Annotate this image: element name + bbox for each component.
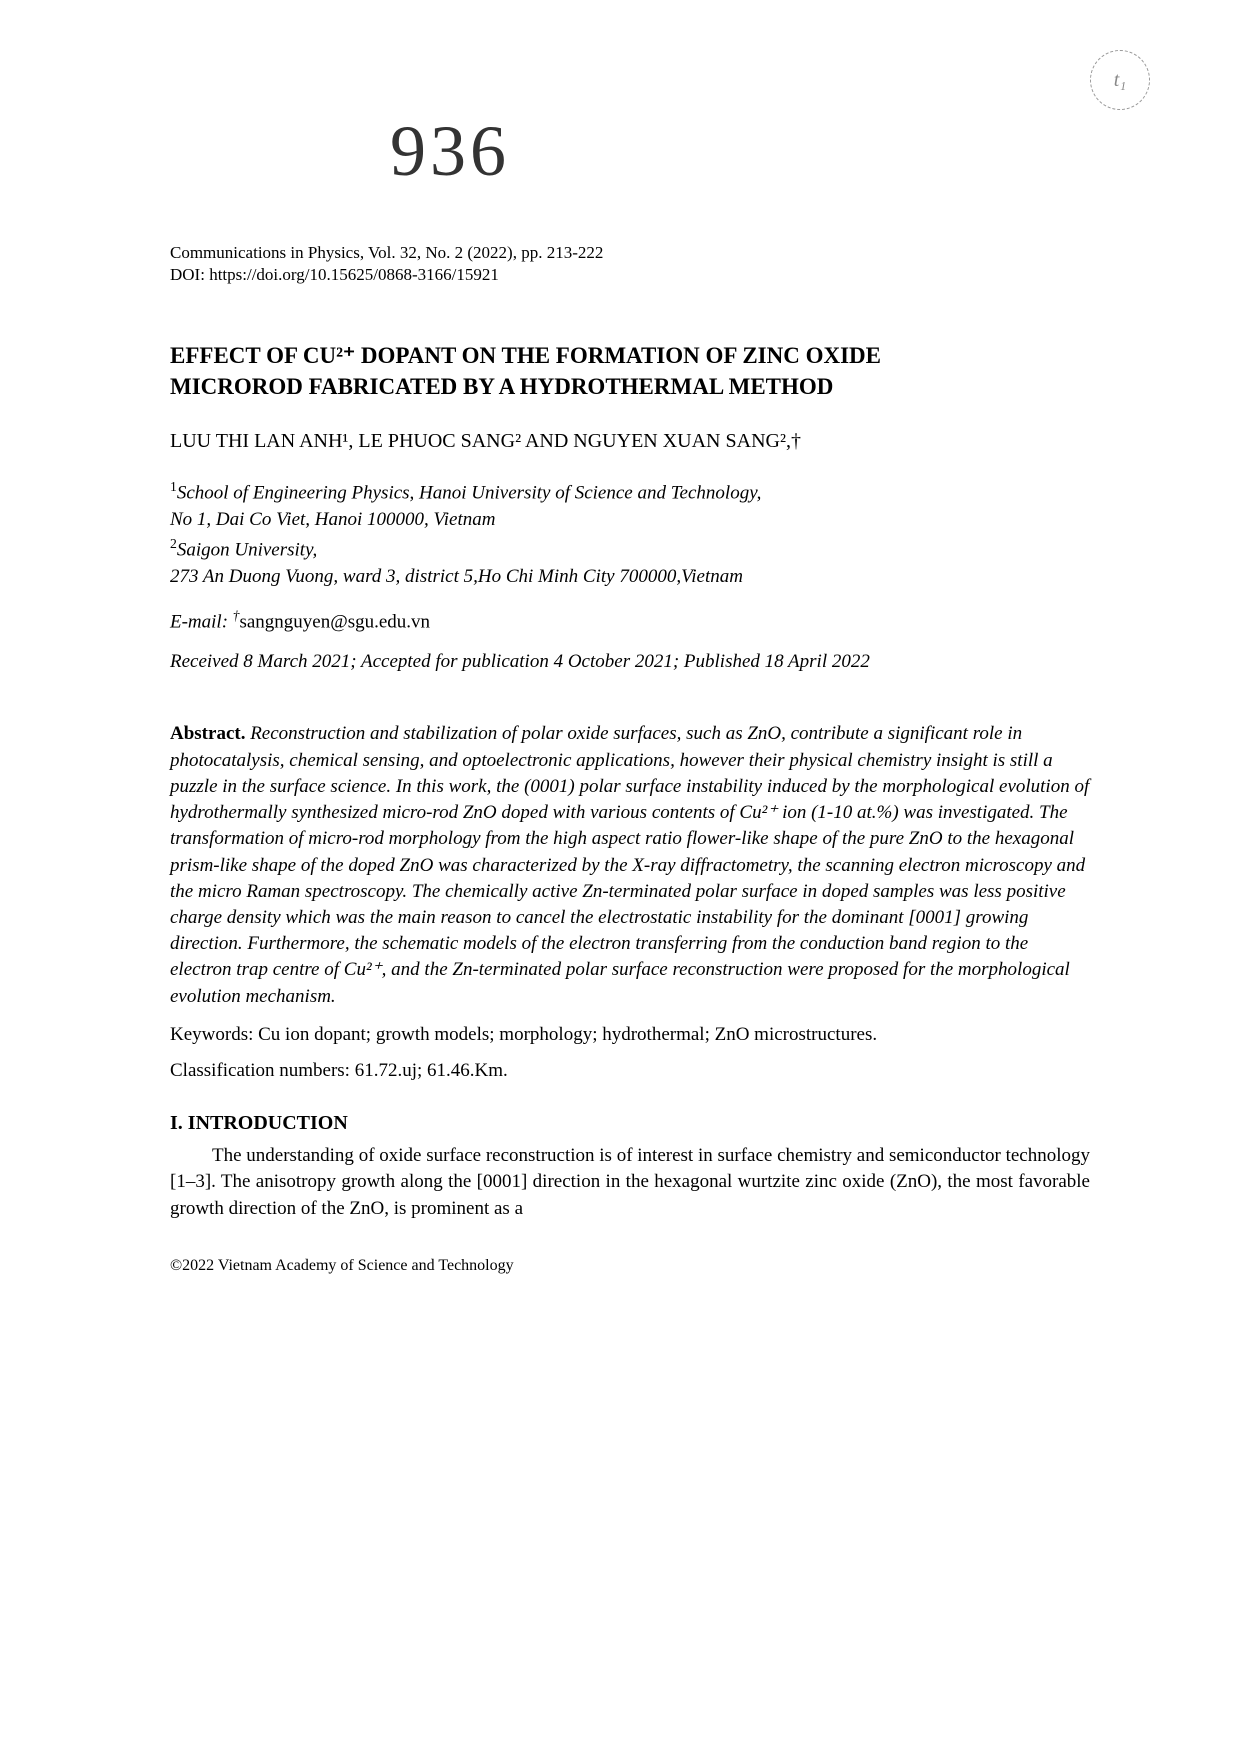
abstract-block: Abstract. Reconstruction and stabilizati… (170, 721, 1090, 1009)
classification-line: Classification numbers: 61.72.uj; 61.46.… (170, 1060, 1090, 1082)
dates-line: Received 8 March 2021; Accepted for publ… (170, 651, 1090, 673)
authors-line: LUU THI LAN ANH¹, LE PHUOC SANG² AND NGU… (170, 430, 1090, 453)
affil-2-line1: Saigon University, (177, 539, 317, 560)
affiliation-2: 2Saigon University, 273 An Duong Vuong, … (170, 534, 1090, 591)
affil-1-line1: School of Engineering Physics, Hanoi Uni… (177, 482, 762, 503)
copyright-line: ©2022 Vietnam Academy of Science and Tec… (170, 1257, 1090, 1275)
title-line-2: MICROROD FABRICATED BY A HYDROTHERMAL ME… (170, 371, 1090, 402)
affil-1-line2: No 1, Dai Co Viet, Hanoi 100000, Vietnam (170, 509, 495, 530)
affiliations-block: 1School of Engineering Physics, Hanoi Un… (170, 477, 1090, 590)
abstract-label: Abstract. (170, 723, 250, 744)
email-line: E-mail: †sangnguyen@sgu.edu.vn (170, 608, 1090, 633)
email-label: E-mail: (170, 611, 233, 632)
corner-stamp: t₁ (1090, 50, 1150, 110)
doi-line: DOI: https://doi.org/10.15625/0868-3166/… (170, 265, 1090, 285)
email-address: sangnguyen@sgu.edu.vn (239, 611, 430, 632)
affil-2-sup: 2 (170, 536, 177, 551)
affiliation-1: 1School of Engineering Physics, Hanoi Un… (170, 477, 1090, 534)
abstract-body: Reconstruction and stabilization of pola… (170, 723, 1089, 1006)
intro-paragraph: The understanding of oxide surface recon… (170, 1143, 1090, 1223)
title-line-1: EFFECT OF CU²⁺ DOPANT ON THE FORMATION O… (170, 340, 1090, 371)
handwritten-number: 936 (390, 110, 1090, 193)
journal-info: Communications in Physics, Vol. 32, No. … (170, 243, 1090, 263)
affil-2-line2: 273 An Duong Vuong, ward 3, district 5,H… (170, 566, 743, 587)
keywords-line: Keywords: Cu ion dopant; growth models; … (170, 1024, 1090, 1046)
paper-title: EFFECT OF CU²⁺ DOPANT ON THE FORMATION O… (170, 340, 1090, 402)
affil-1-sup: 1 (170, 479, 177, 494)
section-heading-introduction: I. INTRODUCTION (170, 1112, 1090, 1135)
